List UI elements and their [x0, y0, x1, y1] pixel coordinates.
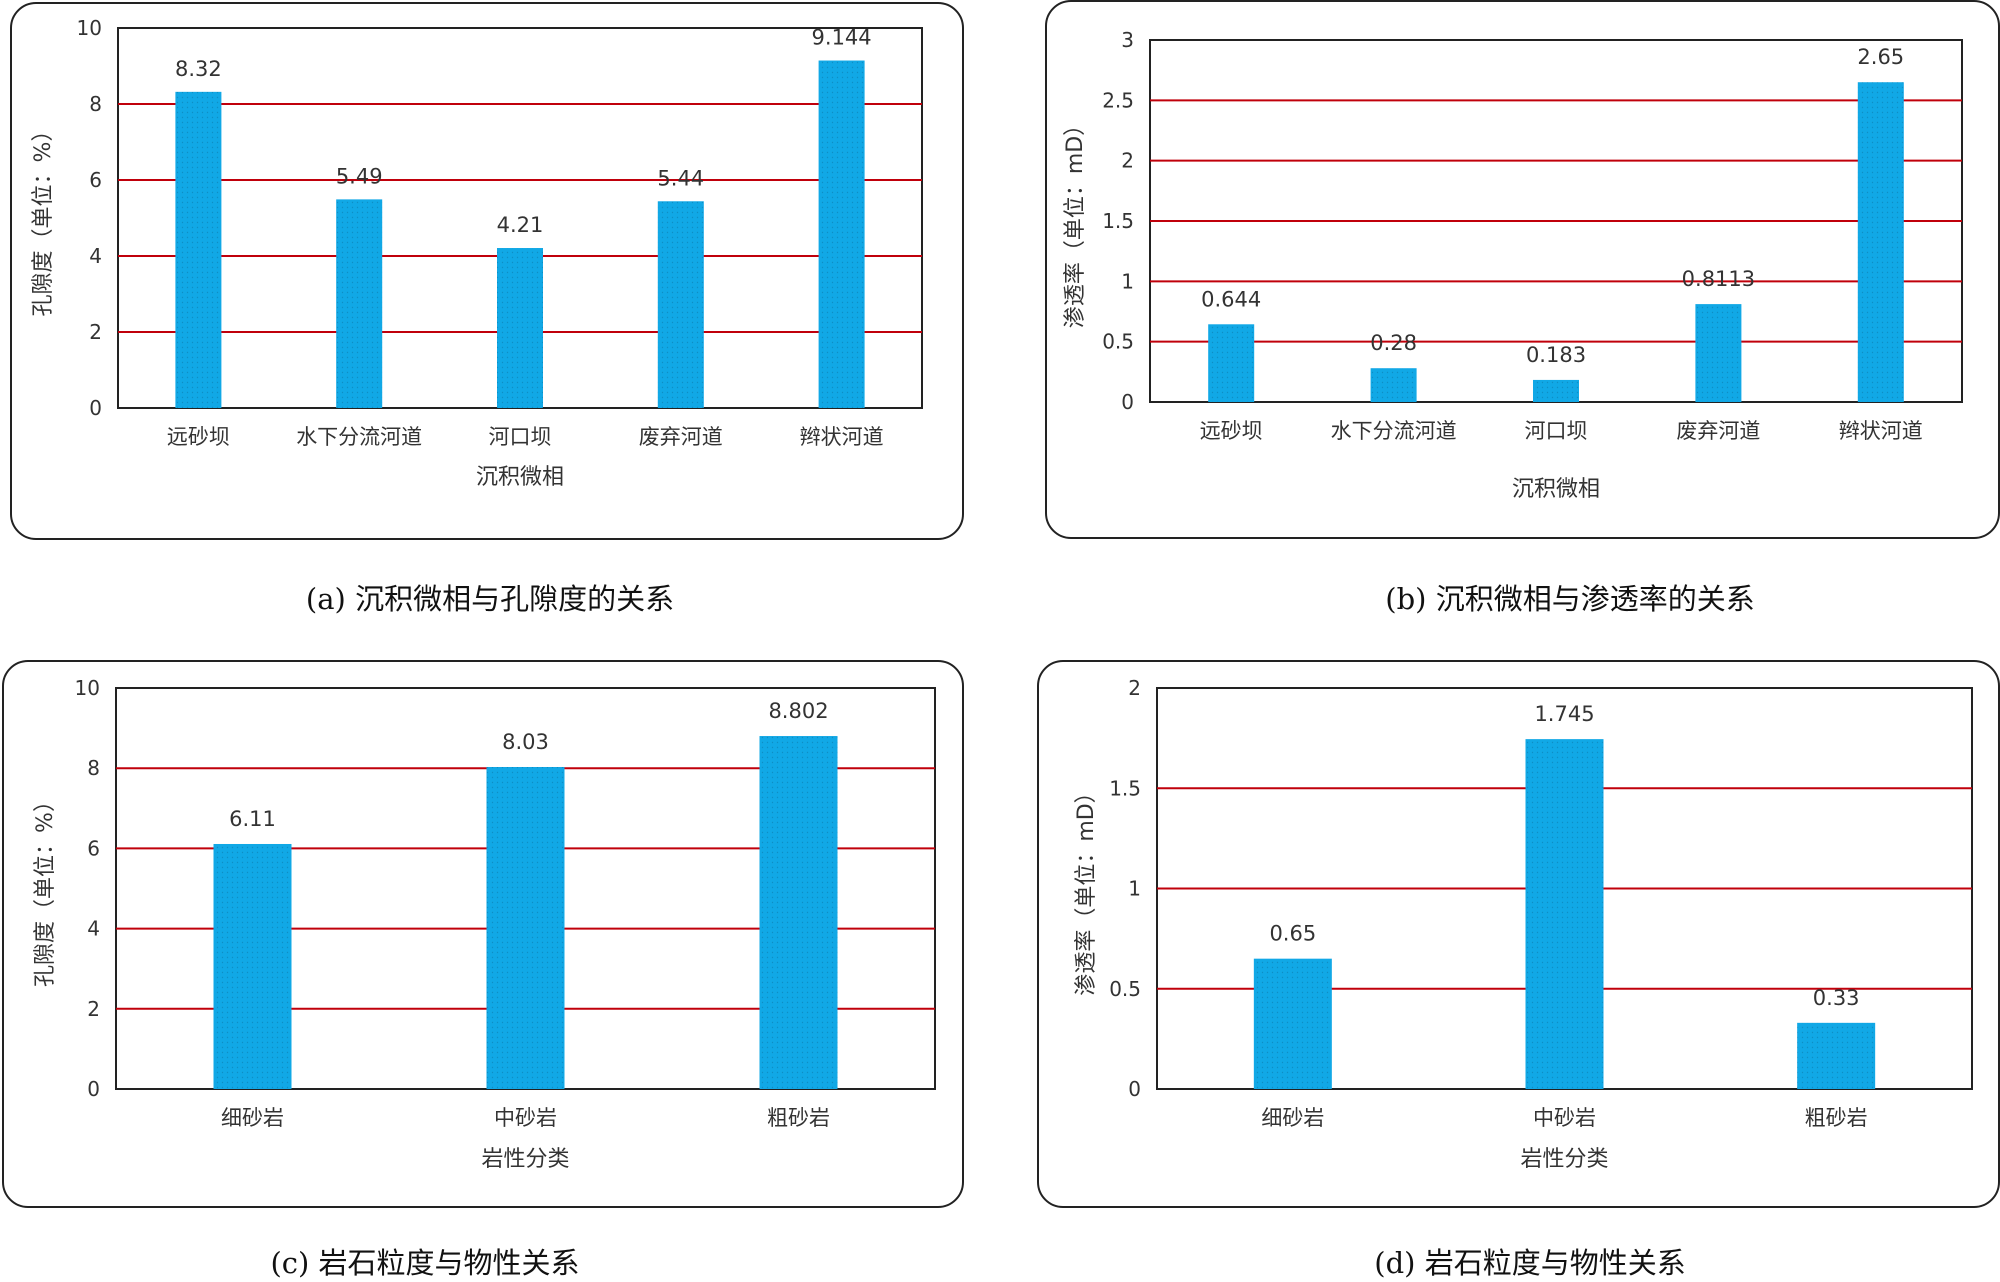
- category-label: 废弃河道: [639, 425, 723, 449]
- value-label: 9.144: [812, 26, 872, 50]
- caption-c: (c) 岩石粒度与物性关系: [270, 1246, 580, 1280]
- bar: [1208, 324, 1255, 402]
- panel-d-box: [1037, 660, 2000, 1208]
- category-label: 粗砂岩: [767, 1106, 830, 1130]
- y-tick-label: 4: [89, 244, 102, 268]
- caption-b: (b) 沉积微相与渗透率的关系: [1385, 582, 1755, 616]
- y-tick-label: 0: [1121, 390, 1134, 414]
- category-label: 辫状河道: [800, 425, 884, 449]
- panel-b-box: [1045, 0, 2000, 539]
- category-label: 河口坝: [1525, 419, 1588, 443]
- y-tick-label: 4: [87, 917, 100, 941]
- y-tick-label: 0: [89, 396, 102, 420]
- bar: [213, 843, 292, 1089]
- bar: [1533, 379, 1579, 402]
- bar: [1695, 304, 1742, 402]
- caption-d: (d) 岩石粒度与物性关系: [1374, 1246, 1686, 1280]
- y-tick-label: 3: [1121, 28, 1134, 52]
- y-tick-label: 1.5: [1109, 776, 1141, 800]
- y-tick-label: 8: [89, 92, 102, 116]
- category-label: 辫状河道: [1839, 419, 1923, 443]
- bar: [1797, 1022, 1876, 1089]
- y-axis-title: 渗透率（单位：mD）: [1074, 781, 1099, 995]
- category-label: 细砂岩: [221, 1106, 284, 1130]
- value-label: 8.32: [175, 57, 222, 81]
- bar: [486, 766, 565, 1089]
- y-axis-title: 孔隙度（单位：%）: [33, 790, 58, 987]
- category-label: 水下分流河道: [1331, 419, 1457, 443]
- x-axis-title: 沉积微相: [1512, 477, 1600, 502]
- value-label: 5.44: [657, 166, 704, 190]
- category-label: 细砂岩: [1261, 1106, 1324, 1130]
- y-tick-label: 2: [1121, 149, 1134, 173]
- value-label: 8.03: [502, 730, 549, 754]
- bar: [1857, 82, 1904, 402]
- y-tick-label: 6: [87, 836, 100, 860]
- bar: [1525, 739, 1604, 1089]
- value-label: 0.28: [1370, 331, 1417, 355]
- bar: [175, 91, 222, 408]
- y-tick-label: 0.5: [1109, 977, 1141, 1001]
- value-label: 2.65: [1857, 45, 1904, 69]
- panel-a-box: [10, 2, 964, 540]
- value-label: 4.21: [497, 213, 544, 237]
- value-label: 6.11: [229, 807, 276, 831]
- y-tick-label: 10: [75, 676, 100, 700]
- value-label: 5.49: [336, 164, 383, 188]
- y-tick-label: 10: [77, 16, 102, 40]
- bar: [759, 736, 838, 1089]
- category-label: 远砂坝: [1200, 419, 1263, 443]
- bar: [1370, 368, 1417, 402]
- category-label: 中砂岩: [1533, 1106, 1596, 1130]
- bar: [818, 60, 865, 408]
- value-label: 0.183: [1526, 343, 1586, 367]
- y-tick-label: 2: [87, 997, 100, 1021]
- x-axis-title: 沉积微相: [476, 465, 564, 490]
- y-tick-label: 0.5: [1102, 330, 1134, 354]
- caption-a: (a) 沉积微相与孔隙度的关系: [305, 582, 675, 616]
- category-label: 远砂坝: [167, 425, 230, 449]
- y-tick-label: 2: [89, 320, 102, 344]
- y-tick-label: 2.5: [1102, 88, 1134, 112]
- y-tick-label: 1.5: [1102, 209, 1134, 233]
- category-label: 废弃河道: [1676, 419, 1760, 443]
- bar: [1253, 958, 1332, 1089]
- y-tick-label: 0: [1128, 1077, 1141, 1101]
- bar: [657, 201, 704, 408]
- bar: [497, 248, 543, 408]
- y-tick-label: 2: [1128, 676, 1141, 700]
- value-label: 0.644: [1201, 287, 1261, 311]
- category-label: 中砂岩: [494, 1106, 557, 1130]
- value-label: 0.33: [1813, 986, 1860, 1010]
- y-tick-label: 0: [87, 1077, 100, 1101]
- y-axis-title: 渗透率（单位：mD）: [1063, 114, 1088, 328]
- y-tick-label: 8: [87, 756, 100, 780]
- value-label: 8.802: [768, 699, 828, 723]
- value-label: 0.8113: [1682, 267, 1755, 291]
- x-axis-title: 岩性分类: [481, 1147, 569, 1172]
- y-axis-title: 孔隙度（单位：%）: [31, 120, 56, 317]
- category-label: 水下分流河道: [296, 425, 422, 449]
- value-label: 1.745: [1534, 702, 1594, 726]
- category-label: 河口坝: [489, 425, 552, 449]
- category-label: 粗砂岩: [1805, 1106, 1868, 1130]
- y-tick-label: 1: [1121, 269, 1134, 293]
- value-label: 0.65: [1269, 922, 1316, 946]
- y-tick-label: 1: [1128, 877, 1141, 901]
- y-tick-label: 6: [89, 168, 102, 192]
- bar: [336, 199, 383, 408]
- x-axis-title: 岩性分类: [1520, 1147, 1608, 1172]
